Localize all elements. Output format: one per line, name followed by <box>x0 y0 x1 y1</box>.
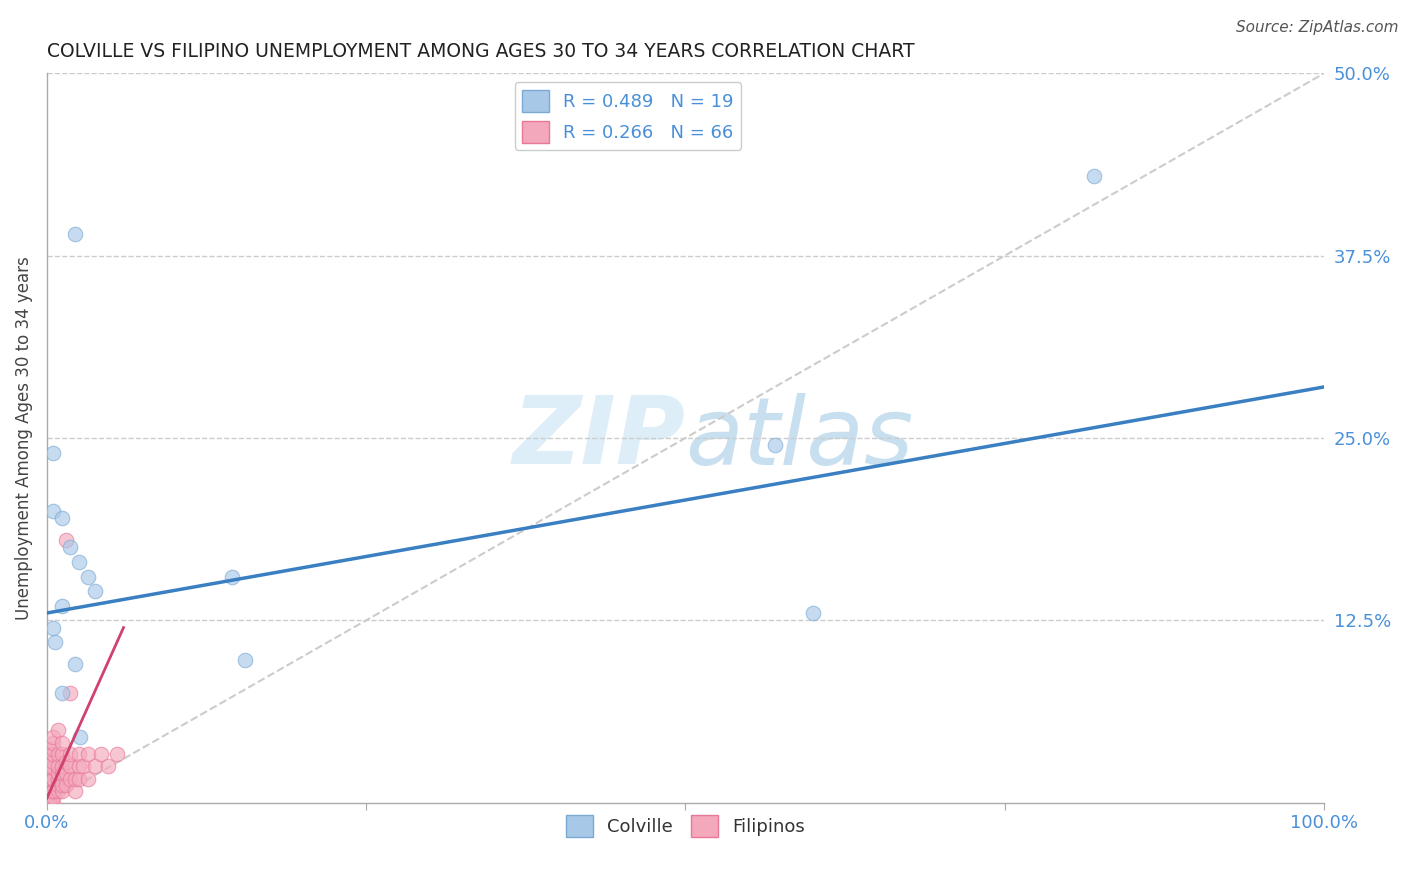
Point <box>42 755 65 769</box>
Point <box>97 759 120 773</box>
Point <box>51 766 73 780</box>
Point <box>38 766 60 780</box>
Point <box>67 759 90 773</box>
Text: Source: ZipAtlas.com: Source: ZipAtlas.com <box>1236 20 1399 35</box>
Point <box>59 772 82 787</box>
Point <box>84 584 107 599</box>
Point <box>38 796 60 810</box>
Point <box>38 796 60 810</box>
Point <box>48 759 70 773</box>
Point <box>89 747 111 762</box>
Point <box>67 747 90 762</box>
Point <box>55 533 77 547</box>
Point <box>763 438 786 452</box>
Point <box>51 511 73 525</box>
Text: COLVILLE VS FILIPINO UNEMPLOYMENT AMONG AGES 30 TO 34 YEARS CORRELATION CHART: COLVILLE VS FILIPINO UNEMPLOYMENT AMONG … <box>46 42 914 61</box>
Point <box>42 736 65 750</box>
Point <box>59 686 82 700</box>
Point <box>51 747 73 762</box>
Point <box>38 772 60 787</box>
Y-axis label: Unemployment Among Ages 30 to 34 years: Unemployment Among Ages 30 to 34 years <box>15 256 32 620</box>
Point <box>76 772 98 787</box>
Point <box>42 730 65 744</box>
Point <box>55 778 77 792</box>
Point <box>38 796 60 810</box>
Point <box>42 772 65 787</box>
Point <box>38 789 60 804</box>
Point <box>38 796 60 810</box>
Point <box>1083 169 1105 183</box>
Point <box>42 796 65 810</box>
Point <box>42 621 65 635</box>
Point <box>48 723 70 737</box>
Point <box>63 772 86 787</box>
Point <box>59 541 82 555</box>
Point <box>84 759 107 773</box>
Point <box>38 747 60 762</box>
Point <box>105 747 128 762</box>
Point <box>48 772 70 787</box>
Point <box>38 778 60 792</box>
Point <box>55 755 77 769</box>
Point <box>63 784 86 798</box>
Point <box>38 778 60 792</box>
Point <box>42 747 65 762</box>
Point <box>48 778 70 792</box>
Point <box>38 796 60 810</box>
Point <box>51 736 73 750</box>
Point <box>38 796 60 810</box>
Point <box>233 653 256 667</box>
Point <box>38 759 60 773</box>
Point <box>42 784 65 798</box>
Point <box>51 599 73 613</box>
Point <box>38 772 60 787</box>
Point <box>38 772 60 787</box>
Point <box>48 747 70 762</box>
Point <box>51 686 73 700</box>
Point <box>38 784 60 798</box>
Text: ZIP: ZIP <box>513 392 685 484</box>
Point <box>63 227 86 241</box>
Point <box>42 784 65 798</box>
Point <box>221 569 243 583</box>
Point <box>42 772 65 787</box>
Point <box>59 759 82 773</box>
Point <box>48 766 70 780</box>
Point <box>42 504 65 518</box>
Point <box>51 759 73 773</box>
Point <box>38 789 60 804</box>
Point <box>801 606 824 620</box>
Point <box>38 789 60 804</box>
Point <box>59 747 82 762</box>
Point <box>38 784 60 798</box>
Point <box>63 657 86 671</box>
Point <box>55 766 77 780</box>
Point <box>76 747 98 762</box>
Point <box>67 772 90 787</box>
Point <box>38 796 60 810</box>
Legend: R = 0.489   N = 19, R = 0.266   N = 66: R = 0.489 N = 19, R = 0.266 N = 66 <box>515 82 741 150</box>
Text: atlas: atlas <box>685 392 914 483</box>
Point <box>76 569 98 583</box>
Point <box>42 761 65 775</box>
Point <box>42 445 65 459</box>
Point <box>51 778 73 792</box>
Point <box>72 759 94 773</box>
Point <box>44 635 66 649</box>
Point <box>48 784 70 798</box>
Point <box>51 784 73 798</box>
Point <box>67 555 90 569</box>
Point <box>69 730 91 744</box>
Point <box>42 741 65 756</box>
Point <box>38 796 60 810</box>
Point <box>42 789 65 804</box>
